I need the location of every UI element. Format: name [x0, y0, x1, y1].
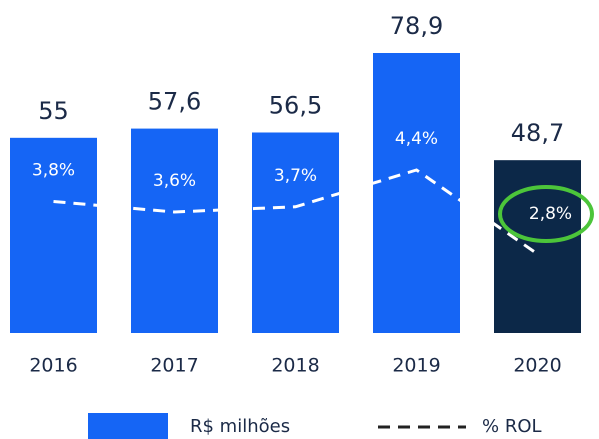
- highlight-circle: [498, 185, 594, 243]
- line-value-label: 3,6%: [153, 171, 196, 191]
- line-value-label: 2,8%: [529, 204, 572, 224]
- legend-label: R$ milhões: [190, 416, 290, 437]
- legend-label: % ROL: [482, 416, 542, 437]
- x-tick-label: 2017: [150, 355, 198, 377]
- bar: [131, 128, 218, 333]
- x-tick-label: 2020: [513, 355, 561, 377]
- bar: [252, 132, 339, 333]
- bar: [10, 137, 97, 333]
- legend-swatch-bar: [88, 413, 168, 439]
- bar: [373, 53, 460, 333]
- bar-value-label: 78,9: [390, 12, 443, 40]
- x-tick-label: 2019: [392, 355, 440, 377]
- x-tick-label: 2016: [29, 355, 77, 377]
- x-tick-label: 2018: [271, 355, 319, 377]
- line-value-label: 3,7%: [274, 166, 317, 186]
- bar-value-label: 56,5: [269, 91, 322, 119]
- bar-value-label: 57,6: [148, 88, 201, 116]
- line-value-label: 3,8%: [32, 161, 75, 181]
- bar-value-label: 55: [38, 97, 69, 125]
- line: [53, 168, 539, 256]
- bar-value-label: 48,7: [511, 119, 564, 147]
- line-value-label: 4,4%: [395, 129, 438, 149]
